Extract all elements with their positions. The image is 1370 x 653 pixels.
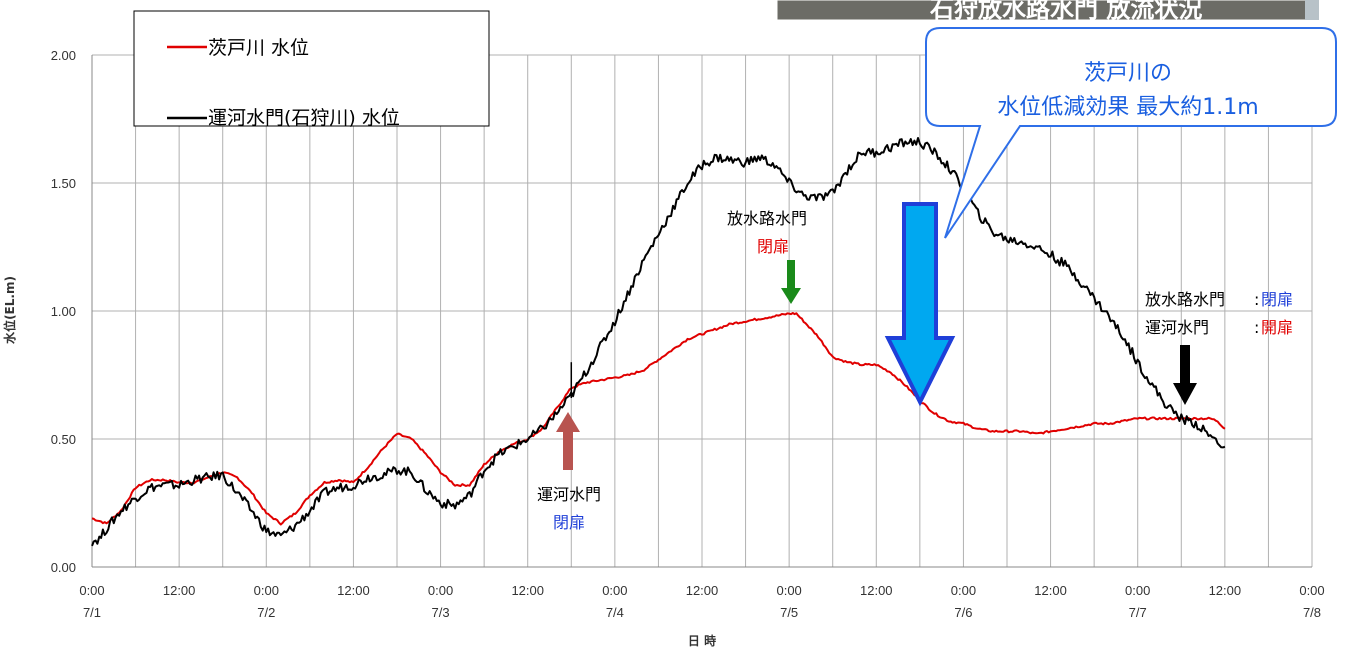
canal-close-label: 運河水門 xyxy=(537,485,601,504)
x-tick-date: 7/7 xyxy=(1129,605,1147,620)
final-canal-state: 開扉 xyxy=(1261,318,1293,337)
x-tick-label: 12:00 xyxy=(686,583,719,598)
final-outlet-state: 閉扉 xyxy=(1261,290,1293,309)
photo-caption: 石狩放水路水門 放流状況 xyxy=(929,0,1202,23)
series-layer xyxy=(91,137,1226,547)
x-tick-date: 7/3 xyxy=(432,605,450,620)
black-down-arrow-icon xyxy=(1173,345,1197,405)
x-axis-title: 日 時 xyxy=(688,633,716,648)
annotation-canal-close: 運河水門 閉扉 xyxy=(537,412,601,532)
x-tick-label: 0:00 xyxy=(1125,583,1150,598)
x-tick-label: 0:00 xyxy=(254,583,279,598)
grid xyxy=(91,54,1313,567)
x-tick-date: 7/8 xyxy=(1303,605,1321,620)
x-tick-label: 12:00 xyxy=(511,583,544,598)
final-outlet-label: 放水路水門 xyxy=(1145,290,1225,309)
green-down-arrow-icon xyxy=(781,260,801,304)
series-line-0 xyxy=(91,312,1226,526)
brown-up-arrow-icon xyxy=(556,412,580,470)
x-tick-date: 7/4 xyxy=(606,605,624,620)
final-canal-label: 運河水門 xyxy=(1145,318,1209,337)
x-tick-label: 12:00 xyxy=(163,583,196,598)
y-tick-label: 0.00 xyxy=(51,560,76,575)
axes xyxy=(91,55,1312,568)
x-tick-labels: 0:00 7/1 12:00 0:00 7/2 12:00 0:00 7/3 12:00 0:00… xyxy=(79,583,1324,620)
legend: 茨戸川 水位 運河水門(石狩川) 水位 xyxy=(133,10,490,129)
y-tick-label: 1.50 xyxy=(51,176,76,191)
y-tick-label: 1.00 xyxy=(51,304,76,319)
outlet-close-state: 閉扉 xyxy=(757,237,789,256)
legend-label-canal: 運河水門(石狩川) 水位 xyxy=(208,107,400,129)
outlet-close-label: 放水路水門 xyxy=(727,209,807,228)
x-tick-label: 0:00 xyxy=(602,583,627,598)
annotation-outlet-close: 放水路水門 閉扉 xyxy=(727,209,807,304)
x-tick-label: 12:00 xyxy=(860,583,893,598)
x-tick-label: 0:00 xyxy=(1299,583,1324,598)
callout-line1: 茨戸川の xyxy=(1084,61,1172,86)
x-tick-label: 0:00 xyxy=(776,583,801,598)
final-outlet-colon: : xyxy=(1254,290,1259,309)
y-tick-label: 0.50 xyxy=(51,432,76,447)
x-tick-label: 0:00 xyxy=(79,583,104,598)
y-tick-labels: 0.00 0.50 1.00 1.50 2.00 xyxy=(51,48,76,575)
canal-close-state: 閉扉 xyxy=(553,513,585,532)
final-canal-colon: : xyxy=(1254,318,1259,337)
y-tick-label: 2.00 xyxy=(51,48,76,63)
callout-line2: 水位低減効果 最大約1.1m xyxy=(997,95,1258,120)
series-line-1 xyxy=(91,137,1226,547)
x-tick-date: 7/6 xyxy=(954,605,972,620)
x-tick-label: 12:00 xyxy=(337,583,370,598)
x-tick-date: 7/2 xyxy=(257,605,275,620)
reduction-arrow-icon xyxy=(884,202,956,407)
callout-bubble: 茨戸川の 水位低減効果 最大約1.1m xyxy=(925,27,1337,239)
dam-photo: 石狩放水路水門 放流状況 xyxy=(776,0,1319,23)
x-tick-label: 0:00 xyxy=(428,583,453,598)
y-axis-title: 水位(EL.m) xyxy=(2,276,17,344)
x-tick-label: 12:00 xyxy=(1034,583,1067,598)
x-tick-date: 7/5 xyxy=(780,605,798,620)
annotation-final: 放水路水門 : 閉扉 運河水門 : 開扉 xyxy=(1145,290,1293,405)
legend-label-barato: 茨戸川 水位 xyxy=(208,37,309,59)
x-tick-label: 0:00 xyxy=(951,583,976,598)
x-tick-label: 12:00 xyxy=(1209,583,1242,598)
x-tick-date: 7/1 xyxy=(83,605,101,620)
